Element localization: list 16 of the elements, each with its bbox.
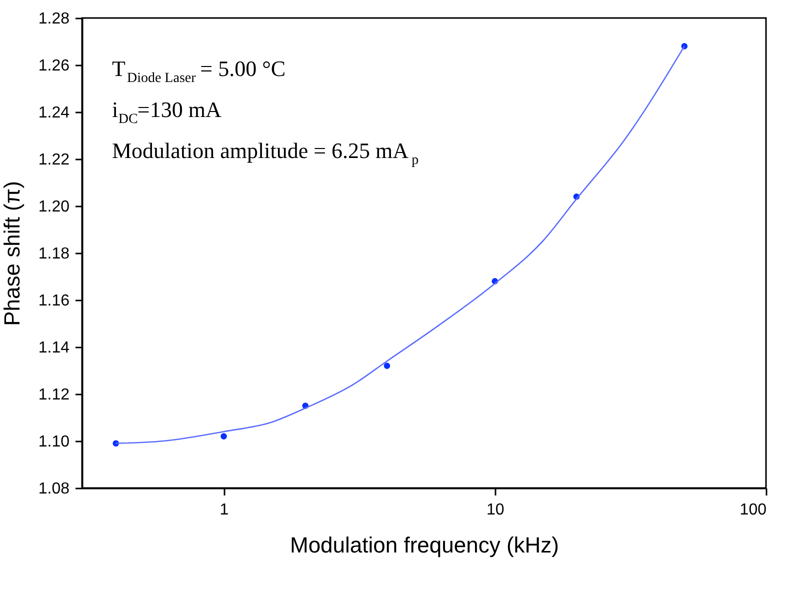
y-tick-label: 1.14 — [38, 340, 70, 356]
y-tick-label: 1.08 — [38, 480, 70, 498]
y-tick-label: 1.20 — [38, 198, 70, 216]
y-tick-label: 1.18 — [38, 246, 70, 262]
x-tick-label: 1 — [220, 502, 229, 518]
y-tick-label: 1.28 — [38, 10, 70, 28]
y-tick-label: 1.12 — [38, 386, 70, 404]
y-tick-label: 1.22 — [38, 152, 70, 168]
y-tick-label: 1.16 — [38, 292, 70, 310]
y-tick-label: 1.10 — [38, 434, 70, 450]
y-axis-title: Phase shift (π) — [0, 181, 24, 326]
y-tick-label: 1.24 — [38, 104, 70, 122]
y-tick-label: 1.26 — [38, 58, 70, 74]
x-tick-label: 10 — [486, 502, 504, 518]
x-axis-title: Modulation frequency (kHz) — [290, 532, 560, 558]
x-tick-label: 100 — [740, 502, 767, 518]
